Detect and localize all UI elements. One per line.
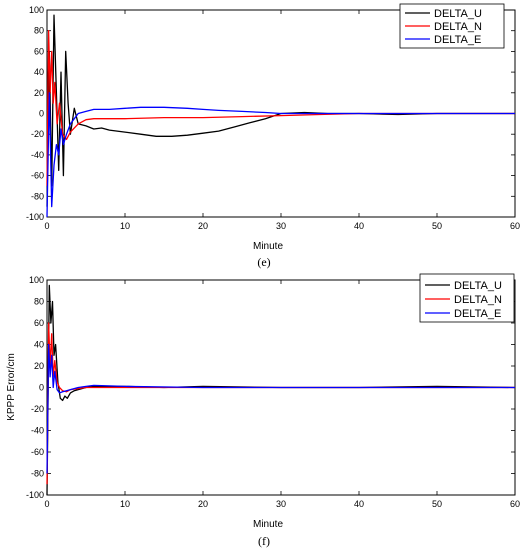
x-tick-label: 0 bbox=[44, 221, 49, 231]
x-axis-label: Minute bbox=[253, 241, 283, 252]
x-tick-label: 10 bbox=[120, 499, 130, 509]
y-tick-label: 20 bbox=[34, 361, 44, 371]
x-tick-label: 10 bbox=[120, 221, 130, 231]
y-axis-label: KPPP Error/cm bbox=[6, 353, 17, 421]
series-line-delta-u bbox=[46, 284, 516, 496]
legend: DELTA_U DELTA_N DELTA_E bbox=[419, 273, 515, 323]
legend-box bbox=[419, 273, 515, 323]
y-tick-labels: 100 80 60 40 20 0 -20 -40 -60 -80 -100 bbox=[26, 5, 515, 222]
legend-label-delta-e: DELTA_E bbox=[454, 308, 501, 320]
y-tick-label: -40 bbox=[31, 426, 44, 436]
y-tick-label: 60 bbox=[34, 318, 44, 328]
panel-caption: (e) bbox=[257, 255, 270, 269]
legend-label-delta-u: DELTA_U bbox=[454, 280, 502, 292]
x-tick-label: 40 bbox=[354, 221, 364, 231]
y-tick-label: 40 bbox=[34, 340, 44, 350]
legend-label-delta-e: DELTA_E bbox=[434, 34, 481, 46]
x-axis-label: Minute bbox=[253, 519, 283, 530]
y-tick-label: -60 bbox=[31, 171, 44, 181]
x-tick-label: 20 bbox=[198, 221, 208, 231]
x-tick-label: 50 bbox=[432, 221, 442, 231]
y-tick-label: -100 bbox=[26, 212, 44, 222]
y-tick-label: -60 bbox=[31, 447, 44, 457]
chart-panel-f: 100 80 60 40 20 0 -20 -40 -60 -80 -100 0 10 20 30 40 50… bbox=[6, 273, 520, 548]
y-tick-label: 80 bbox=[34, 26, 44, 36]
y-tick-label: 80 bbox=[34, 297, 44, 307]
y-tick-label: 0 bbox=[39, 383, 44, 393]
x-tick-label: 50 bbox=[432, 499, 442, 509]
legend-label-delta-u: DELTA_U bbox=[434, 8, 482, 20]
y-tick-label: 100 bbox=[29, 5, 44, 15]
x-tick-label: 30 bbox=[276, 221, 286, 231]
series-layer bbox=[46, 14, 515, 218]
chart-panel-e: 100 80 60 40 20 0 -20 -40 -60 -80 -100 0 10 20 30 40 50… bbox=[26, 3, 520, 269]
y-tick-label: -40 bbox=[31, 150, 44, 160]
series-line-delta-e bbox=[46, 343, 515, 474]
x-tick-labels: 0 10 20 30 40 50 60 bbox=[44, 10, 520, 231]
y-tick-label: -20 bbox=[31, 129, 44, 139]
x-tick-label: 40 bbox=[354, 499, 364, 509]
y-tick-label: 60 bbox=[34, 46, 44, 56]
x-tick-label: 20 bbox=[198, 499, 208, 509]
legend: DELTA_U DELTA_N DELTA_E bbox=[399, 3, 505, 49]
series-line-delta-e bbox=[46, 92, 515, 218]
legend-label-delta-n: DELTA_N bbox=[434, 21, 482, 33]
panel-caption: (f) bbox=[258, 534, 270, 548]
y-tick-label: -80 bbox=[31, 469, 44, 479]
y-tick-label: 20 bbox=[34, 88, 44, 98]
y-tick-label: -100 bbox=[26, 490, 44, 500]
y-tick-label: -80 bbox=[31, 191, 44, 201]
y-tick-label: -20 bbox=[31, 404, 44, 414]
x-tick-label: 0 bbox=[44, 499, 49, 509]
y-tick-label: 40 bbox=[34, 67, 44, 77]
x-tick-label: 30 bbox=[276, 499, 286, 509]
y-tick-label: 0 bbox=[39, 109, 44, 119]
series-layer bbox=[46, 284, 516, 496]
x-tick-label: 60 bbox=[510, 221, 520, 231]
x-tick-label: 60 bbox=[510, 499, 520, 509]
legend-label-delta-n: DELTA_N bbox=[454, 294, 502, 306]
y-tick-label: 100 bbox=[29, 275, 44, 285]
